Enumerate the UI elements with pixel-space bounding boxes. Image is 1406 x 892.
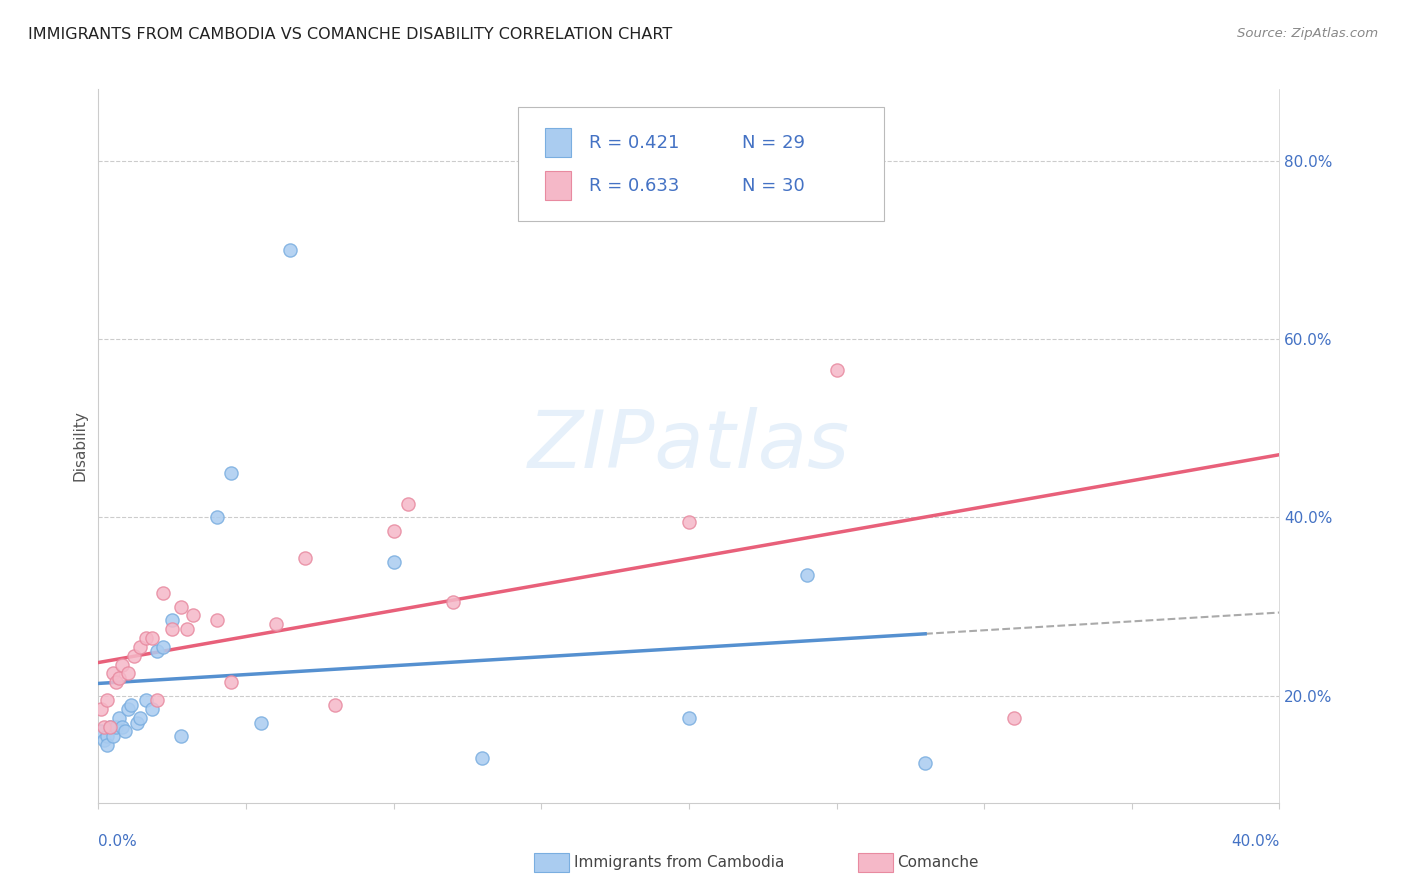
Point <box>152 640 174 654</box>
Text: R = 0.633: R = 0.633 <box>589 177 679 194</box>
Point <box>914 756 936 770</box>
Point <box>1002 711 1025 725</box>
Point <box>382 524 405 538</box>
Point <box>117 702 139 716</box>
Point <box>141 702 163 716</box>
Text: Comanche: Comanche <box>897 855 979 870</box>
Point <box>382 555 405 569</box>
Point <box>90 724 112 739</box>
Point <box>96 693 118 707</box>
Point <box>176 622 198 636</box>
Point <box>105 720 128 734</box>
Point <box>205 510 228 524</box>
Text: Immigrants from Cambodia: Immigrants from Cambodia <box>574 855 785 870</box>
Point <box>108 671 131 685</box>
Point <box>125 715 148 730</box>
Point <box>441 595 464 609</box>
Bar <box>546 128 571 157</box>
Y-axis label: Disability: Disability <box>72 410 87 482</box>
Point <box>219 675 242 690</box>
Point <box>146 644 169 658</box>
Point <box>170 599 193 614</box>
Point <box>117 666 139 681</box>
Point <box>219 466 242 480</box>
Text: N = 29: N = 29 <box>742 134 806 152</box>
Point <box>152 586 174 600</box>
Bar <box>546 171 571 200</box>
Point <box>181 608 204 623</box>
Point <box>796 568 818 582</box>
Text: 40.0%: 40.0% <box>1232 834 1279 849</box>
Text: N = 30: N = 30 <box>742 177 804 194</box>
Point <box>141 631 163 645</box>
Point <box>278 243 302 257</box>
Point <box>146 693 169 707</box>
Point <box>111 657 134 672</box>
Point <box>105 675 128 690</box>
FancyBboxPatch shape <box>517 107 884 221</box>
Point <box>135 631 157 645</box>
Point <box>678 711 700 725</box>
Point <box>122 648 145 663</box>
Point <box>98 720 121 734</box>
Point <box>114 724 136 739</box>
Point <box>825 363 848 377</box>
Point <box>294 550 316 565</box>
Point <box>170 729 193 743</box>
Point <box>128 640 150 654</box>
Point <box>90 702 112 716</box>
Text: ZIPatlas: ZIPatlas <box>527 407 851 485</box>
Text: 0.0%: 0.0% <box>98 834 138 849</box>
Point <box>678 515 700 529</box>
Point <box>128 711 150 725</box>
Point <box>323 698 346 712</box>
Point <box>93 720 115 734</box>
Point <box>471 751 494 765</box>
Point <box>120 698 142 712</box>
Point <box>396 497 419 511</box>
Point <box>135 693 157 707</box>
Point <box>96 738 118 752</box>
Point <box>111 720 134 734</box>
Point <box>108 711 131 725</box>
Point <box>103 729 125 743</box>
Point <box>162 622 183 636</box>
Text: Source: ZipAtlas.com: Source: ZipAtlas.com <box>1237 27 1378 40</box>
Point <box>205 613 228 627</box>
Text: IMMIGRANTS FROM CAMBODIA VS COMANCHE DISABILITY CORRELATION CHART: IMMIGRANTS FROM CAMBODIA VS COMANCHE DIS… <box>28 27 672 42</box>
Text: R = 0.421: R = 0.421 <box>589 134 679 152</box>
Point <box>264 617 287 632</box>
Point <box>96 729 118 743</box>
Point <box>103 666 125 681</box>
Point <box>93 733 115 747</box>
Point <box>98 720 121 734</box>
Point <box>162 613 183 627</box>
Point <box>250 715 273 730</box>
